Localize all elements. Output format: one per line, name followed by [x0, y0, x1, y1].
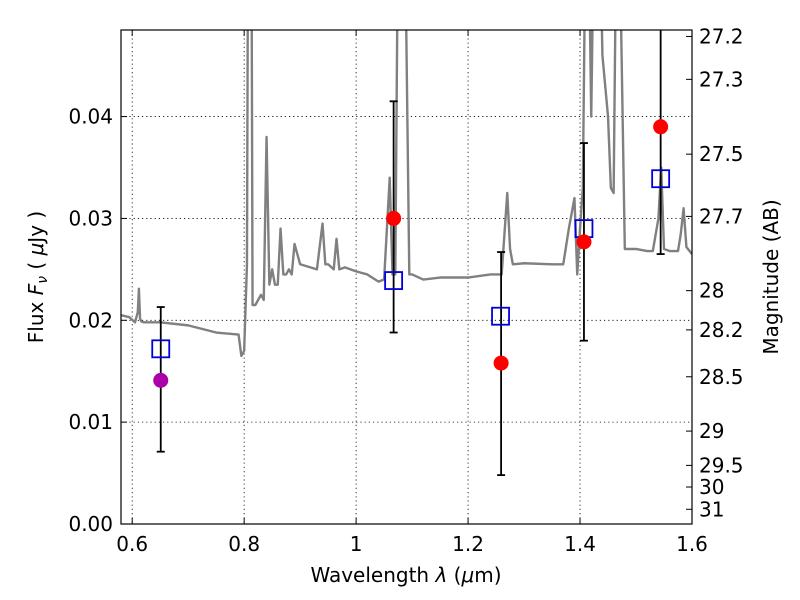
- y-tick-label: 0.04: [68, 105, 113, 129]
- model-square-marker: [491, 306, 510, 326]
- y2-tick-label: 28.5: [699, 365, 744, 389]
- x-tick-label: 0.8: [228, 532, 260, 556]
- y2-tick-label: 27.2: [699, 24, 744, 48]
- y2-tick-label: 31: [699, 497, 724, 521]
- y-tick-label: 0.00: [68, 512, 113, 536]
- y2-tick-label: 30: [699, 475, 724, 499]
- observed-flux-point: [653, 119, 669, 135]
- y2-tick-label: 29.5: [699, 453, 744, 477]
- spectrum-line: [121, 30, 692, 358]
- observed-flux-point: [493, 355, 509, 371]
- y2-tick-label: 29: [699, 419, 724, 443]
- observed-flux-point: [576, 234, 592, 250]
- model-square-marker: [651, 169, 671, 189]
- y2-axis-label: Magnitude (AB): [759, 199, 783, 354]
- y2-tick-label: 27.5: [699, 142, 744, 166]
- observed-flux-point: [386, 210, 402, 226]
- x-tick-label: 1.6: [676, 532, 708, 556]
- x-tick-label: 1.4: [564, 532, 596, 556]
- y2-tick-label: 27.7: [699, 204, 744, 228]
- y2-tick-label: 27.3: [699, 67, 744, 91]
- data-layer: [121, 30, 692, 477]
- y2-tick-label: 28: [699, 279, 724, 303]
- x-tick-label: 1: [350, 532, 363, 556]
- plot-frame: [120, 29, 693, 525]
- axis-ticks: 0.6 0.8 1 1.2 1.4 1.6 0.00 0.01 0.02 0.03 0.04 27.2…: [68, 24, 743, 556]
- x-tick-label: 0.6: [116, 532, 148, 556]
- model-square-marker: [384, 271, 404, 290]
- y-tick-label: 0.03: [68, 206, 113, 230]
- x-axis-label: Wavelength λ (μm): [310, 563, 501, 587]
- model-square-marker: [151, 339, 171, 359]
- y2-tick-label: 28.2: [699, 318, 744, 342]
- y-tick-label: 0.01: [68, 410, 113, 434]
- y-tick-label: 0.02: [68, 308, 113, 332]
- y-axis-label: Flux Fν ( μJy ): [24, 211, 51, 343]
- x-tick-label: 1.2: [452, 532, 484, 556]
- observed-flux-point: [153, 372, 169, 388]
